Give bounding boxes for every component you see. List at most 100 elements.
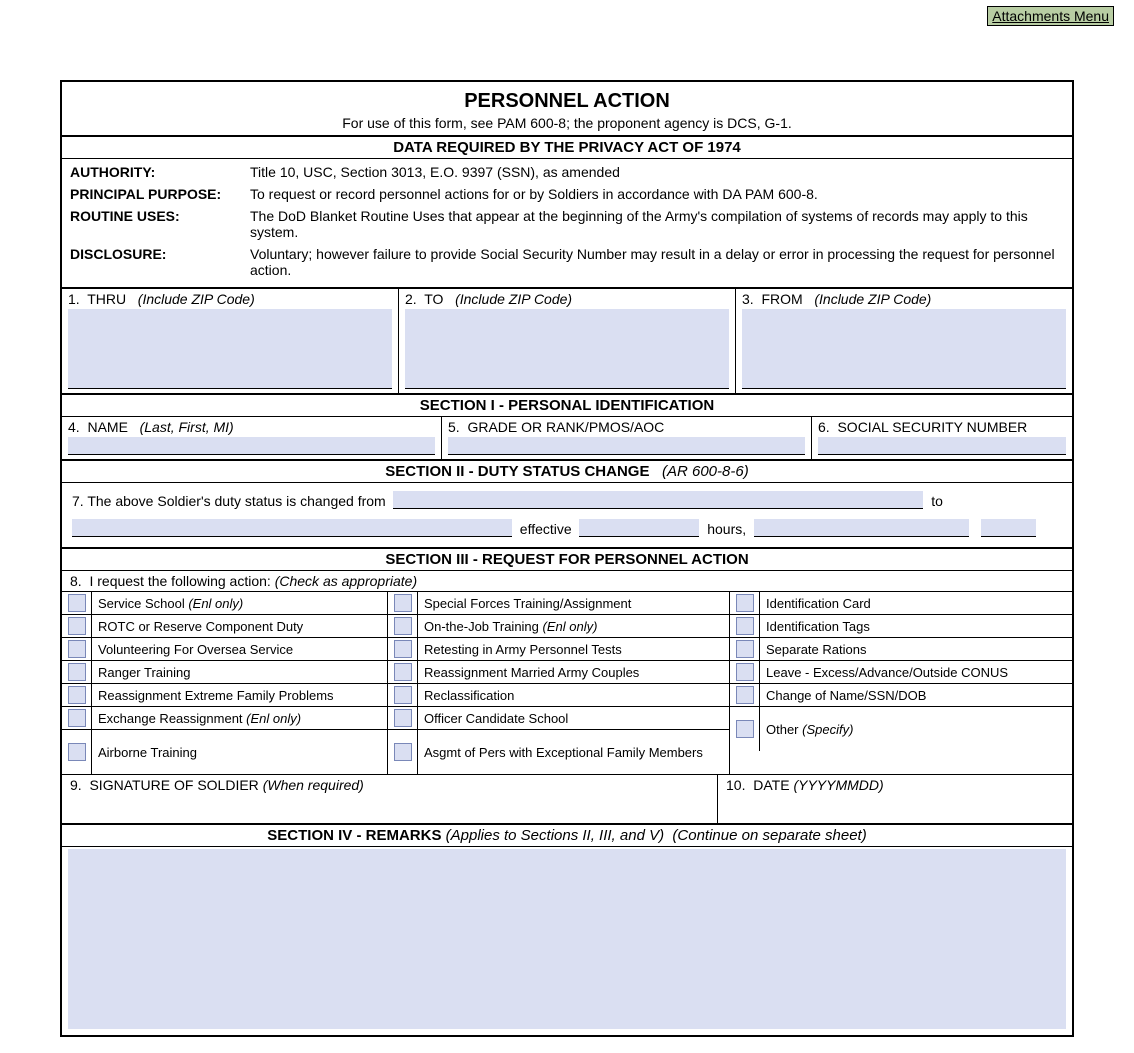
checkbox-cell <box>388 684 418 706</box>
personnel-action-form: PERSONNEL ACTION For use of this form, s… <box>60 80 1074 1037</box>
duty-prefix: 7. The above Soldier's duty status is ch… <box>72 493 386 509</box>
check-row: Identification Tags <box>730 615 1072 638</box>
check-label: On-the-Job Training (Enl only) <box>418 615 729 637</box>
checkbox[interactable] <box>68 663 86 681</box>
privacy-block: AUTHORITY: Title 10, USC, Section 3013, … <box>62 159 1072 289</box>
authority-label: AUTHORITY: <box>62 161 242 183</box>
checkbox[interactable] <box>394 594 412 612</box>
thru-cell: 1. THRU (Include ZIP Code) <box>62 289 399 393</box>
checkbox[interactable] <box>394 617 412 635</box>
check-label: Retesting in Army Personnel Tests <box>418 638 729 660</box>
name-field[interactable] <box>68 437 435 455</box>
effective-field[interactable] <box>579 519 699 537</box>
check-row: Separate Rations <box>730 638 1072 661</box>
check-row: Reassignment Extreme Family Problems <box>62 684 387 707</box>
check-row: Leave - Excess/Advance/Outside CONUS <box>730 661 1072 684</box>
check-label: Identification Card <box>760 592 1072 614</box>
checkbox-cell <box>388 592 418 614</box>
check-label: Airborne Training <box>92 730 387 774</box>
checkbox[interactable] <box>68 640 86 658</box>
checkbox[interactable] <box>394 640 412 658</box>
checkbox-cell <box>388 638 418 660</box>
check-row: Reassignment Married Army Couples <box>388 661 729 684</box>
checkbox[interactable] <box>68 743 86 761</box>
check-row: Ranger Training <box>62 661 387 684</box>
checkbox-cell <box>62 592 92 614</box>
duty-from-field[interactable] <box>393 491 923 509</box>
personal-id-row: 4. NAME (Last, First, MI) 5. GRADE OR RA… <box>62 417 1072 461</box>
date1-field[interactable] <box>754 519 969 537</box>
duty-to-field[interactable] <box>72 519 512 537</box>
to-cell: 2. TO (Include ZIP Code) <box>399 289 736 393</box>
checkbox-cell <box>388 661 418 683</box>
check-label: Service School (Enl only) <box>92 592 387 614</box>
remarks-field[interactable] <box>68 849 1066 1029</box>
check-label: Reassignment Married Army Couples <box>418 661 729 683</box>
check-label: Leave - Excess/Advance/Outside CONUS <box>760 661 1072 683</box>
checkbox[interactable] <box>68 594 86 612</box>
check-row: Service School (Enl only) <box>62 592 387 615</box>
thru-field[interactable] <box>68 309 392 389</box>
routine-uses-label: ROUTINE USES: <box>62 205 242 243</box>
checkbox-cell <box>388 707 418 729</box>
checkbox-cell <box>62 684 92 706</box>
ssn-cell: 6. SOCIAL SECURITY NUMBER <box>812 417 1072 459</box>
address-row: 1. THRU (Include ZIP Code) 2. TO (Includ… <box>62 289 1072 395</box>
checkbox-grid: Service School (Enl only)ROTC or Reserve… <box>62 592 1072 775</box>
duty-status-block: 7. The above Soldier's duty status is ch… <box>62 483 1072 549</box>
section-1-title: SECTION I - PERSONAL IDENTIFICATION <box>62 395 1072 417</box>
date2-field[interactable] <box>981 519 1036 537</box>
checkbox[interactable] <box>68 686 86 704</box>
check-label: Asgmt of Pers with Exceptional Family Me… <box>418 730 729 774</box>
checkbox[interactable] <box>394 709 412 727</box>
disclosure-text: Voluntary; however failure to provide So… <box>242 243 1072 281</box>
checkbox[interactable] <box>736 686 754 704</box>
grade-cell: 5. GRADE OR RANK/PMOS/AOC <box>442 417 812 459</box>
check-label: Volunteering For Oversea Service <box>92 638 387 660</box>
checkbox[interactable] <box>736 594 754 612</box>
checkbox[interactable] <box>736 617 754 635</box>
request-line: 8. I request the following action: (Chec… <box>62 571 1072 592</box>
authority-text: Title 10, USC, Section 3013, E.O. 9397 (… <box>242 161 1072 183</box>
checkbox[interactable] <box>394 663 412 681</box>
grade-field[interactable] <box>448 437 805 455</box>
checkbox[interactable] <box>736 640 754 658</box>
disclosure-label: DISCLOSURE: <box>62 243 242 281</box>
check-row: Volunteering For Oversea Service <box>62 638 387 661</box>
check-label: Identification Tags <box>760 615 1072 637</box>
to-field[interactable] <box>405 309 729 389</box>
check-row: Officer Candidate School <box>388 707 729 730</box>
checkbox-cell <box>730 638 760 660</box>
from-cell: 3. FROM (Include ZIP Code) <box>736 289 1072 393</box>
section-3-title: SECTION III - REQUEST FOR PERSONNEL ACTI… <box>62 549 1072 571</box>
ssn-field[interactable] <box>818 437 1066 455</box>
check-row: Other (Specify) <box>730 707 1072 751</box>
checkbox-cell <box>388 615 418 637</box>
checkbox[interactable] <box>736 720 754 738</box>
check-row: Change of Name/SSN/DOB <box>730 684 1072 707</box>
checkbox-cell <box>730 615 760 637</box>
check-row: Exchange Reassignment (Enl only) <box>62 707 387 730</box>
check-row: Reclassification <box>388 684 729 707</box>
check-label: Officer Candidate School <box>418 707 729 729</box>
routine-uses-text: The DoD Blanket Routine Uses that appear… <box>242 205 1072 243</box>
duty-to-label: to <box>931 493 943 509</box>
signature-cell: 9. SIGNATURE OF SOLDIER (When required) <box>62 775 718 823</box>
signature-row: 9. SIGNATURE OF SOLDIER (When required) … <box>62 775 1072 825</box>
checkbox[interactable] <box>394 686 412 704</box>
form-title: PERSONNEL ACTION <box>62 90 1072 113</box>
privacy-act-title: DATA REQUIRED BY THE PRIVACY ACT OF 1974 <box>62 137 1072 159</box>
from-field[interactable] <box>742 309 1066 389</box>
checkbox[interactable] <box>394 743 412 761</box>
section-4-title: SECTION IV - REMARKS (Applies to Section… <box>62 825 1072 847</box>
checkbox-cell <box>730 684 760 706</box>
checkbox-cell <box>730 707 760 751</box>
checkbox[interactable] <box>68 617 86 635</box>
form-header: PERSONNEL ACTION For use of this form, s… <box>62 82 1072 137</box>
checkbox[interactable] <box>736 663 754 681</box>
checkbox[interactable] <box>68 709 86 727</box>
attachments-menu-button[interactable]: Attachments Menu <box>987 6 1114 26</box>
purpose-label: PRINCIPAL PURPOSE: <box>62 183 242 205</box>
remarks-wrap <box>62 849 1072 1035</box>
form-subtitle: For use of this form, see PAM 600-8; the… <box>62 115 1072 131</box>
